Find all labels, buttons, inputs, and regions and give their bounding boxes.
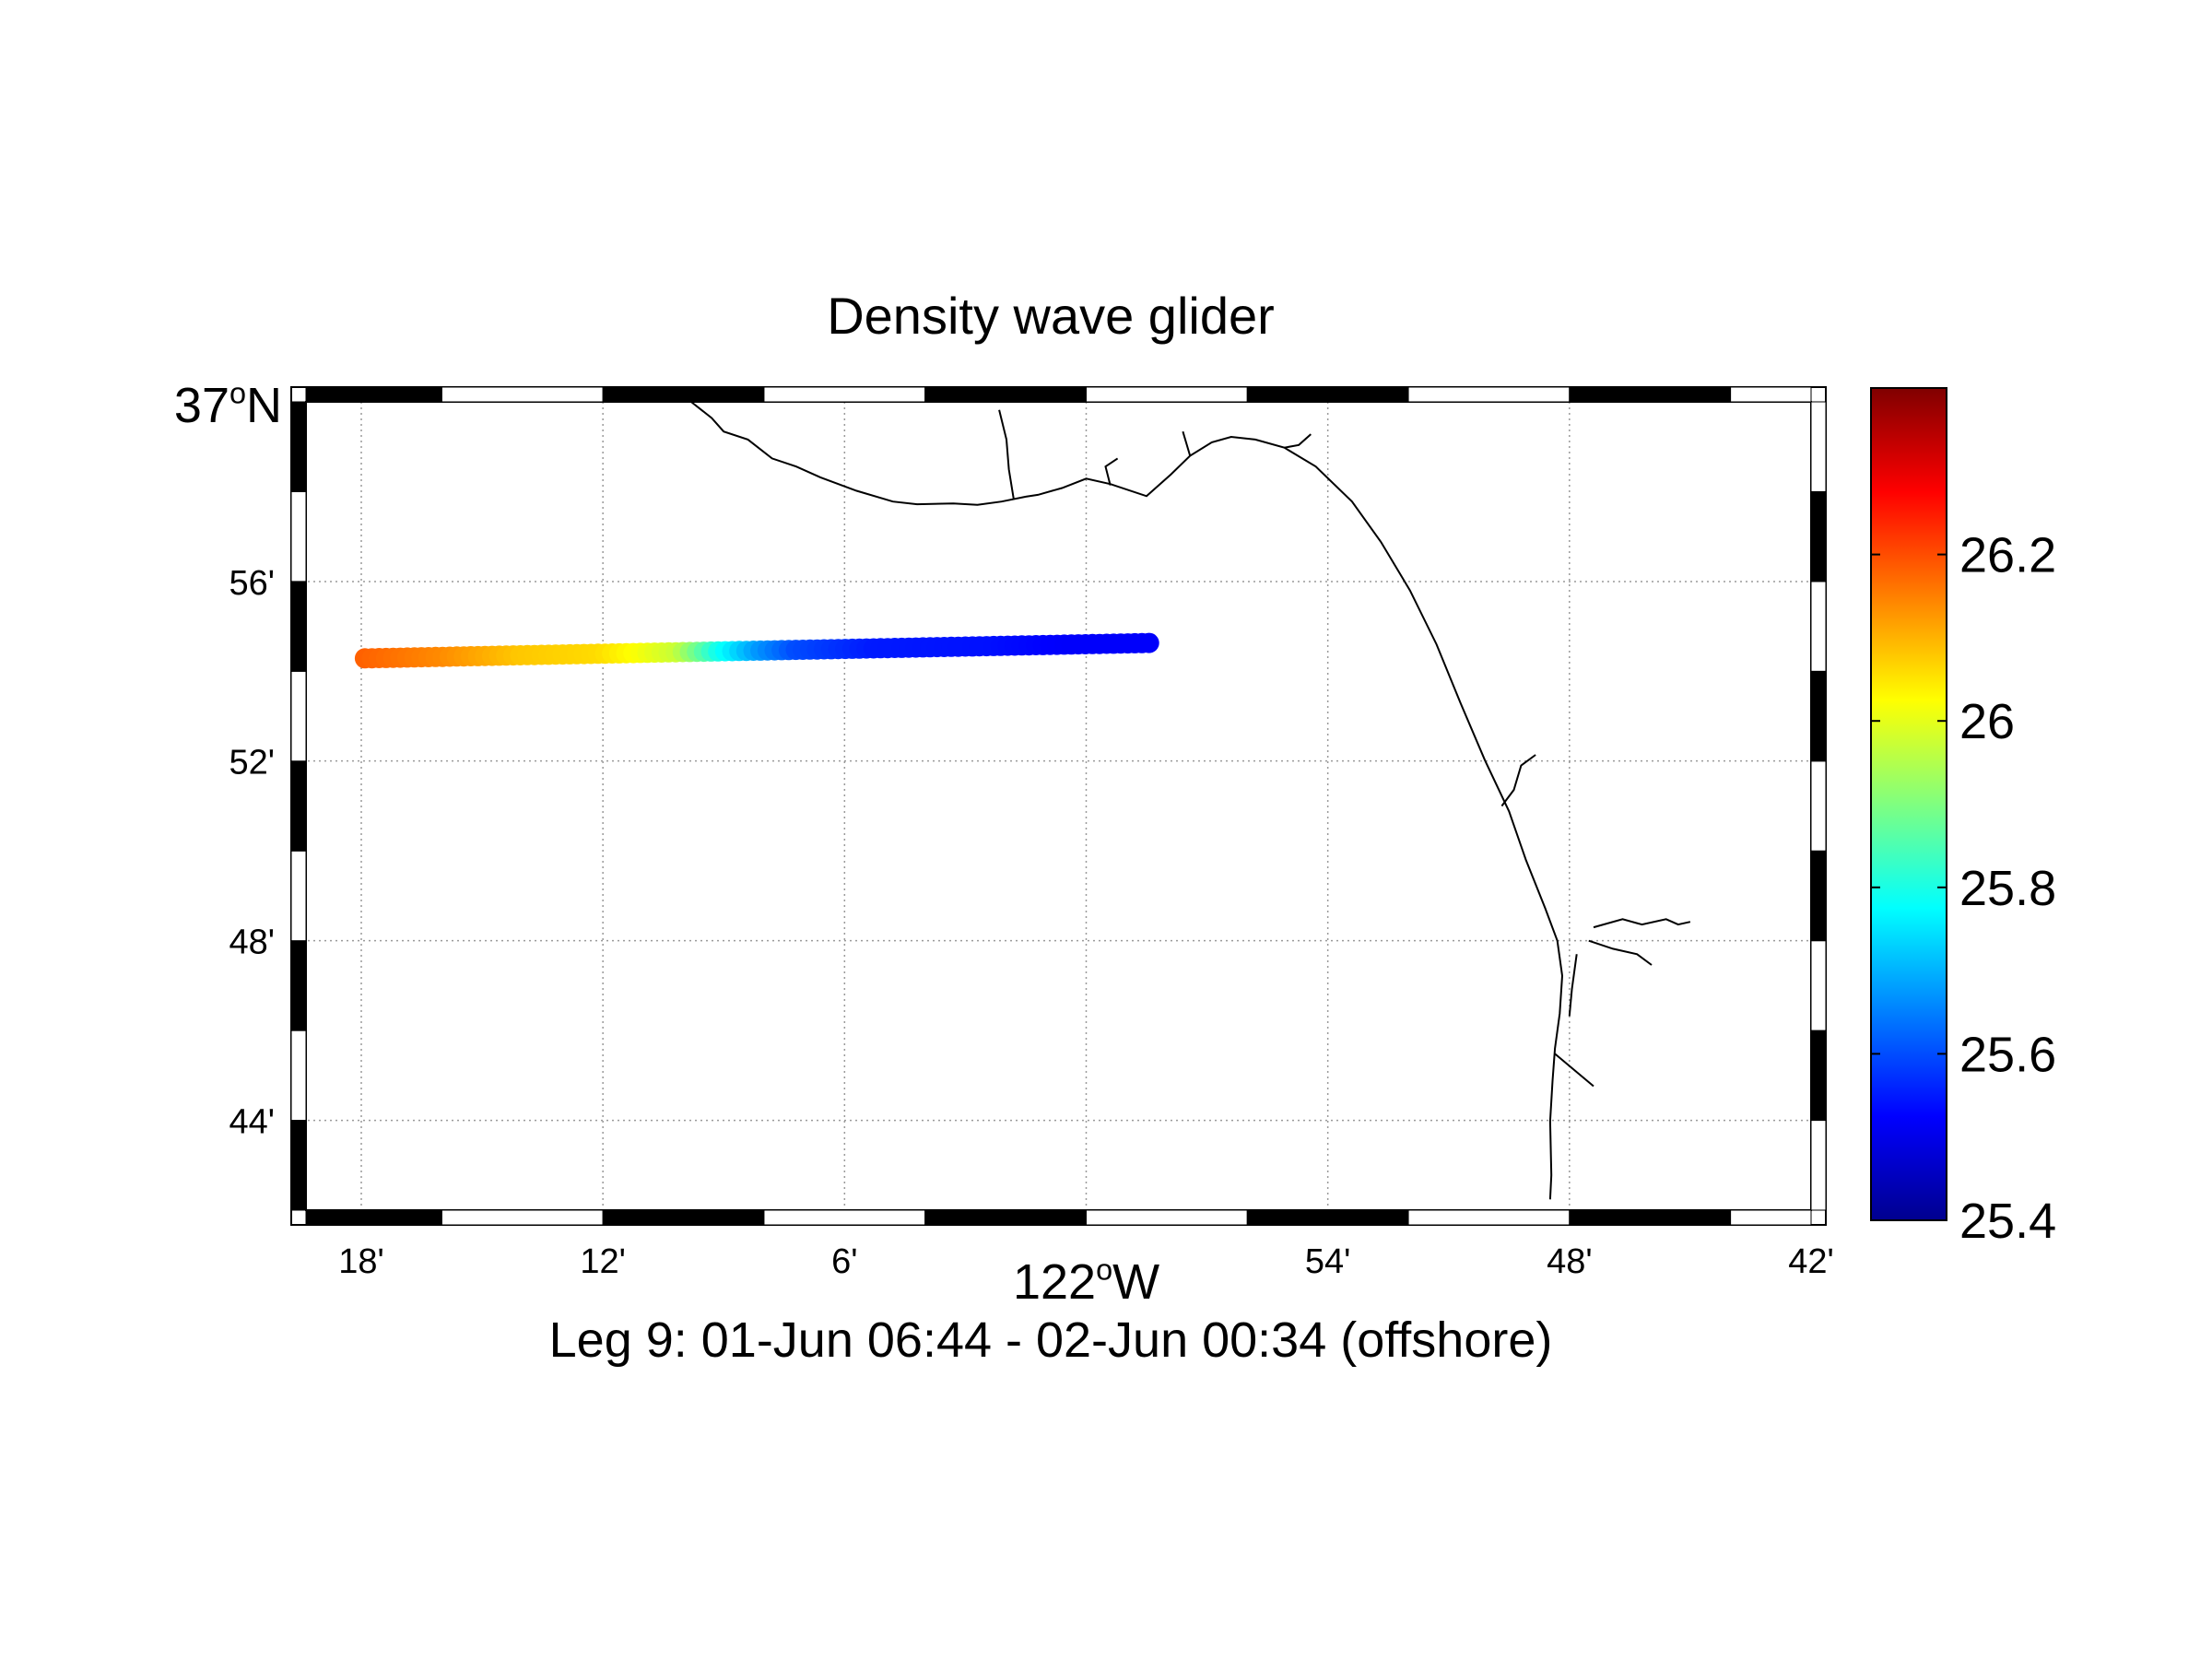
colorbar-tick-label: 26	[1959, 694, 2015, 749]
colorbar-tick-label: 26.2	[1959, 528, 2056, 583]
coastline-segment	[998, 409, 1015, 500]
frame-segment	[1569, 1209, 1732, 1226]
coastline-segment	[1182, 430, 1192, 456]
frame-segment	[290, 1120, 307, 1211]
frame-segment	[290, 940, 307, 1031]
lat-tick-label: 44'	[229, 1103, 275, 1142]
frame-segment	[1810, 760, 1827, 852]
coastline-segment	[1284, 433, 1312, 449]
map-frame	[290, 386, 1827, 1226]
coastline-segment	[1104, 457, 1119, 486]
frame-segment	[290, 581, 307, 672]
colorbar-tick-label: 25.6	[1959, 1027, 2056, 1082]
lon-tick-label: 18'	[338, 1242, 384, 1281]
frame-segment	[602, 386, 765, 403]
map-background	[304, 402, 1811, 1210]
axis-tick-labels: 56' 52' 48' 44' 18' 12' 6' 54' 48' 42' 37oN 122oW	[174, 376, 1834, 1310]
lat-label-37N: 37oN	[174, 376, 282, 433]
lon-label-122W: 122oW	[1013, 1253, 1159, 1310]
frame-segment	[1407, 386, 1571, 403]
coastline	[690, 401, 1691, 1200]
frame-segment	[305, 386, 442, 403]
frame-segment	[924, 1209, 1087, 1226]
frame-segment	[763, 386, 926, 403]
coastline-segment	[1593, 918, 1691, 929]
frame-segment	[290, 401, 307, 492]
lon-tick-label: 6'	[831, 1242, 857, 1281]
frame-segment	[1810, 850, 1827, 942]
lon-tick-label: 12'	[580, 1242, 626, 1281]
frame-segment	[1810, 670, 1827, 762]
frame-segment	[924, 386, 1087, 403]
coastline-segment	[1588, 939, 1653, 966]
lat-tick-label: 56'	[229, 564, 275, 603]
frame-segment	[1810, 940, 1827, 1031]
frame-segment	[290, 490, 307, 582]
lat-tick-label: 52'	[229, 744, 275, 782]
coastline-segment	[690, 401, 1564, 1200]
coastline-segment	[1568, 954, 1578, 1017]
lon-tick-label: 54'	[1305, 1242, 1351, 1281]
frame-segment	[290, 850, 307, 942]
coastline-segment	[1554, 1053, 1594, 1088]
frame-segment	[1810, 1120, 1827, 1211]
colorbar-tick-label: 25.4	[1959, 1194, 2056, 1249]
colorbar-tick-label: 25.8	[1959, 861, 2056, 916]
frame-segment	[1810, 581, 1827, 672]
colorbar-gradient	[1870, 387, 1947, 1221]
frame-segment	[1730, 386, 1812, 403]
frame-segment	[1246, 386, 1409, 403]
frame-segment	[1086, 386, 1248, 403]
frame-segment	[441, 386, 604, 403]
frame-segment	[1569, 386, 1732, 403]
frame-segment	[1246, 1209, 1409, 1226]
frame-segment	[290, 670, 307, 762]
coastline-segment	[1500, 754, 1536, 807]
track-point	[1138, 632, 1159, 653]
lon-tick-label: 42'	[1788, 1242, 1834, 1281]
frame-segment	[1810, 401, 1827, 492]
frame-segment	[290, 1030, 307, 1122]
lat-tick-label: 48'	[229, 924, 275, 962]
frame-segment	[1730, 1209, 1812, 1226]
figure-title: Density wave glider	[827, 287, 1275, 345]
colorbar-ticks: 25.4 25.6 25.8 26 26.2	[1871, 528, 2056, 1249]
frame-segment	[1407, 1209, 1571, 1226]
frame-segment	[763, 1209, 926, 1226]
frame-segment	[1086, 1209, 1248, 1226]
frame-segment	[602, 1209, 765, 1226]
lon-tick-label: 48'	[1547, 1242, 1593, 1281]
frame-segment	[441, 1209, 604, 1226]
map-plot-area: 56' 52' 48' 44' 18' 12' 6' 54' 48' 42' 37oN 122oW	[174, 376, 1834, 1310]
frame-segment	[1810, 1030, 1827, 1122]
colorbar: 25.4 25.6 25.8 26 26.2	[1870, 387, 2056, 1249]
figure-subtitle: Leg 9: 01-Jun 06:44 - 02-Jun 00:34 (offs…	[549, 1312, 1553, 1368]
frame-segment	[1810, 490, 1827, 582]
frame-segment	[305, 1209, 442, 1226]
frame-segment	[290, 760, 307, 852]
glider-track	[354, 632, 1159, 669]
